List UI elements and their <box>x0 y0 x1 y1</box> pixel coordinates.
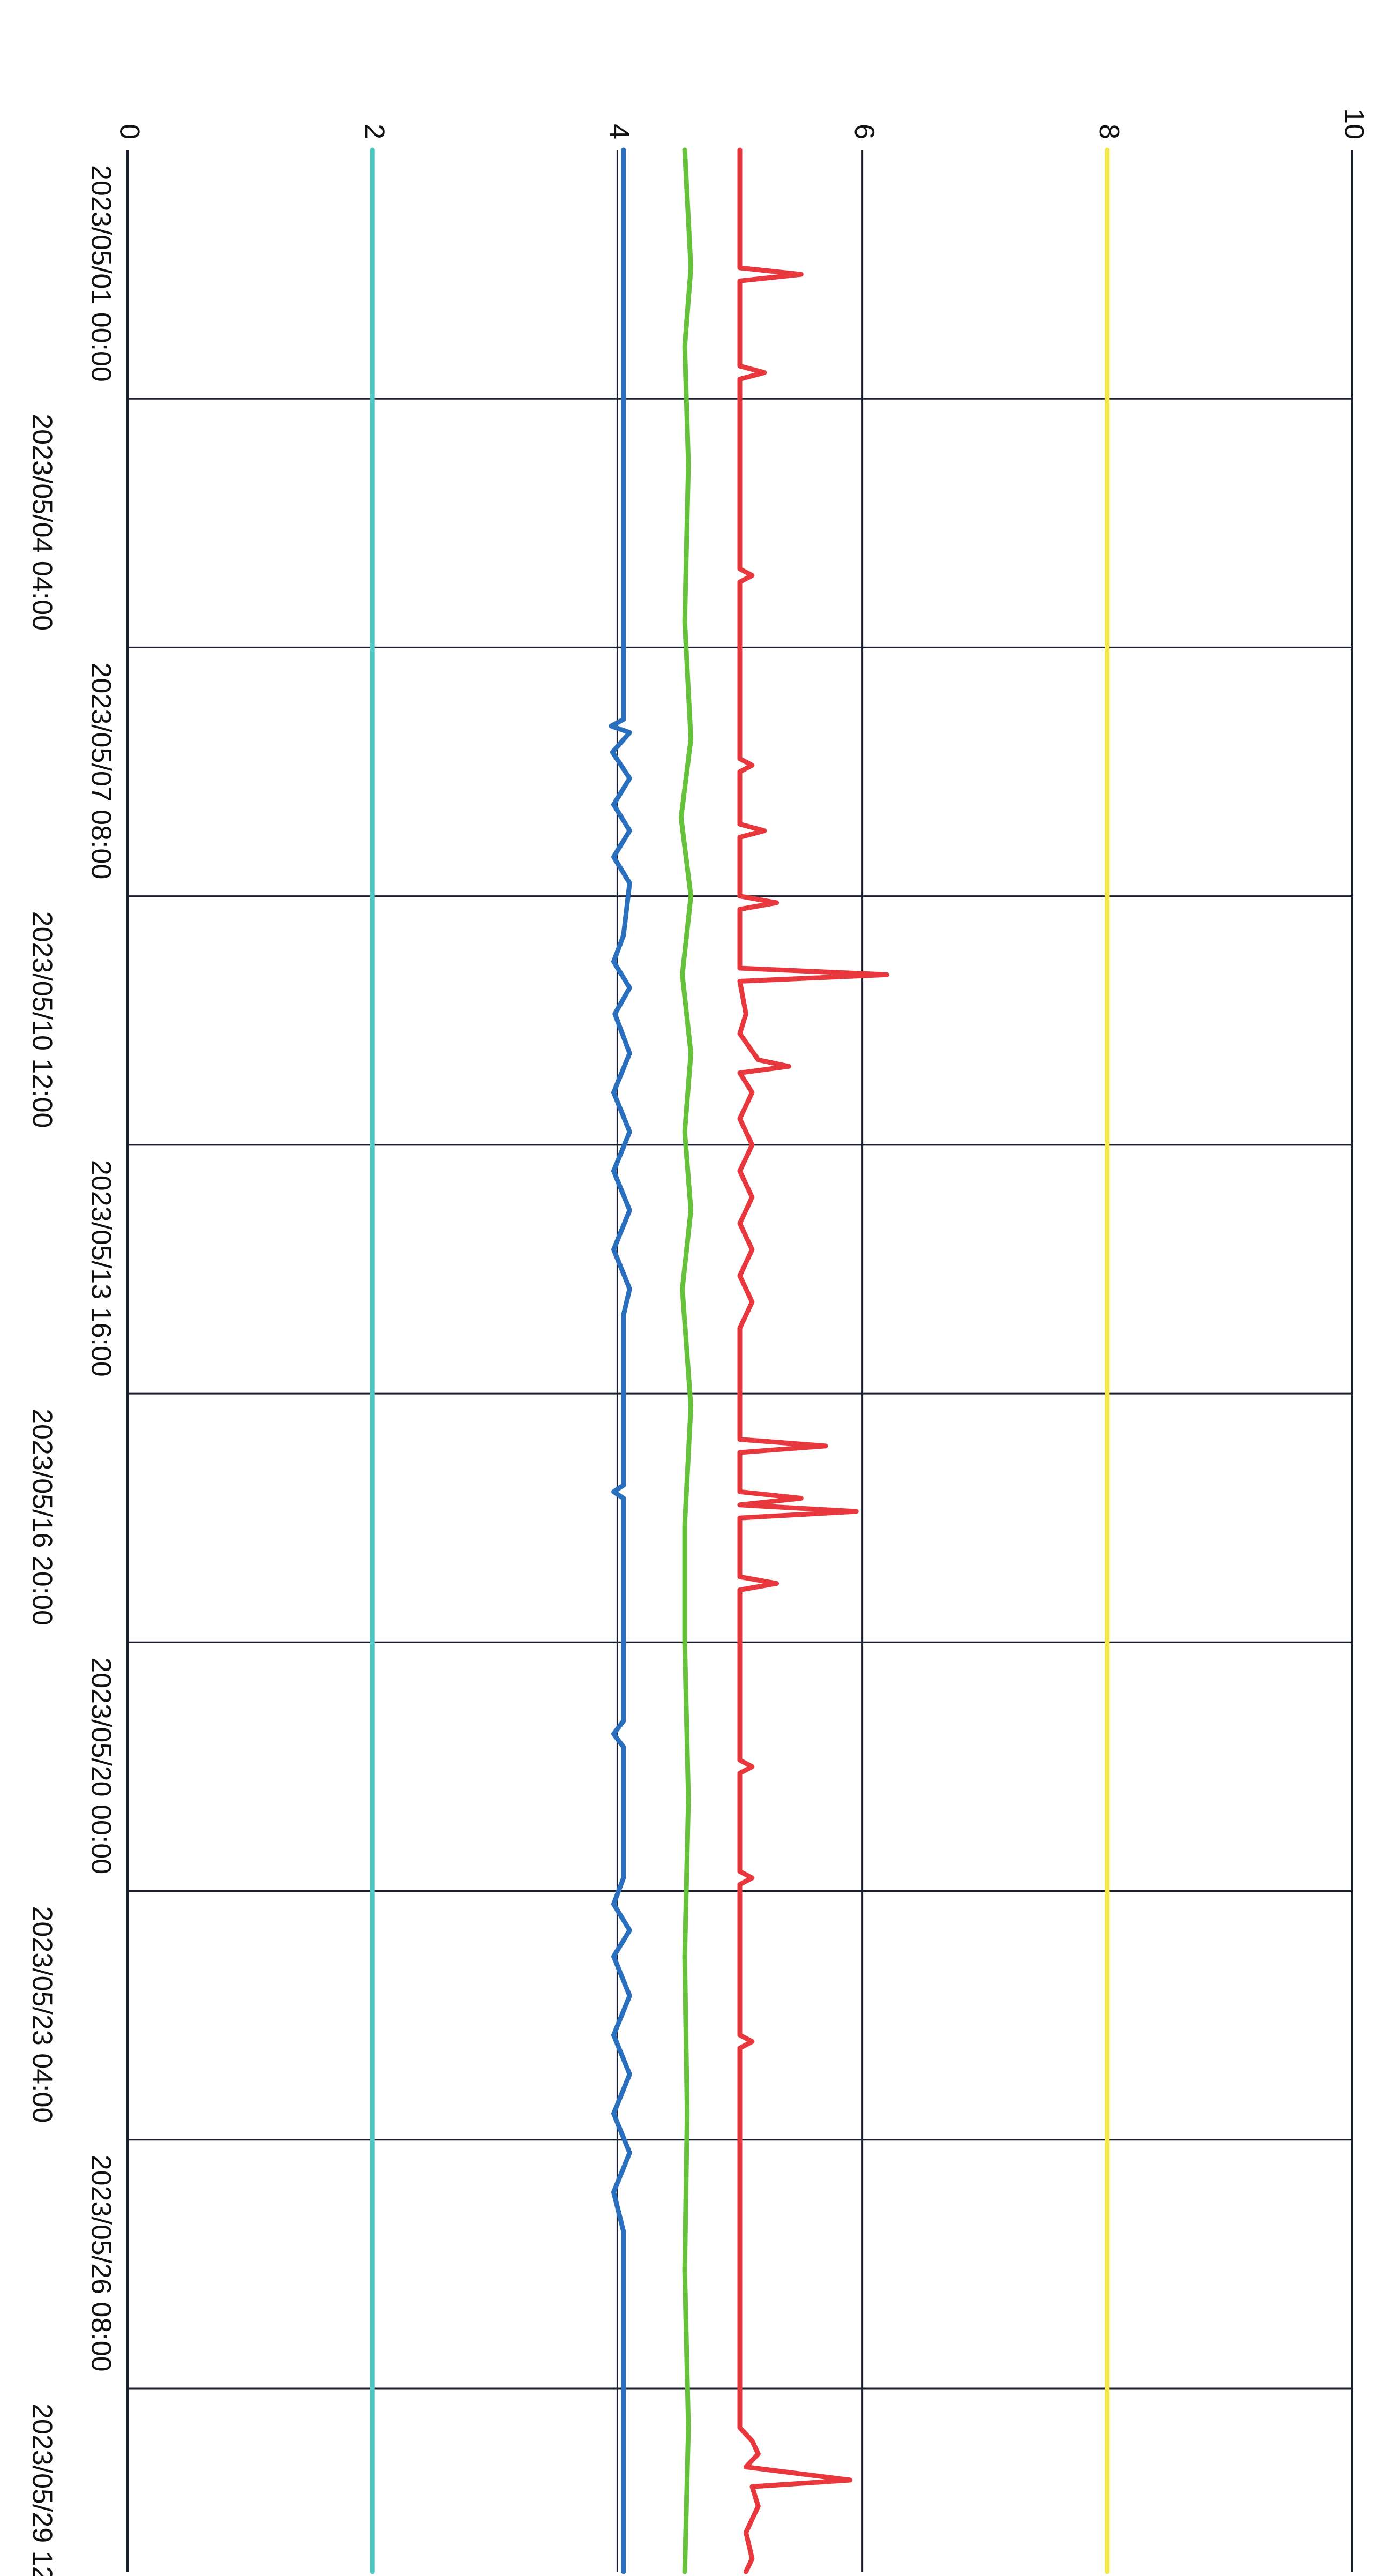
series-lines <box>372 150 1107 2572</box>
x-tick-label: 2023/05/29 12:00 <box>26 2403 57 2576</box>
x-tick-label: 2023/05/23 04:00 <box>26 1906 57 2123</box>
x-tick-label: 2023/05/07 08:00 <box>85 662 116 879</box>
series-line-3 <box>611 150 629 2572</box>
y-tick-label: 0 <box>114 124 145 139</box>
x-tick-label: 2023/05/10 12:00 <box>26 911 57 1128</box>
y-axis-ticks: 0 2 4 6 8 10 <box>114 108 1369 139</box>
x-tick-label: 2023/05/01 00:00 <box>85 165 116 382</box>
x-axis-ticks: 2023/05/01 00:00 2023/05/04 04:00 2023/05/… <box>26 165 116 2576</box>
y-tick-label: 2 <box>358 124 389 139</box>
y-tick-label: 10 <box>1338 108 1369 139</box>
x-tick-label: 2023/05/16 20:00 <box>26 1409 57 1626</box>
y-tick-label: 8 <box>1093 124 1124 139</box>
y-tick-label: 6 <box>849 124 880 139</box>
y-tick-label: 4 <box>604 124 635 139</box>
x-tick-label: 2023/05/04 04:00 <box>26 414 57 631</box>
series-line-4 <box>740 150 887 2572</box>
x-tick-label: 2023/05/20 00:00 <box>85 1657 116 1874</box>
x-tick-label: 2023/05/13 16:00 <box>85 1160 116 1377</box>
series-line-2 <box>681 150 691 2572</box>
x-tick-label: 2023/05/26 08:00 <box>85 2155 116 2372</box>
